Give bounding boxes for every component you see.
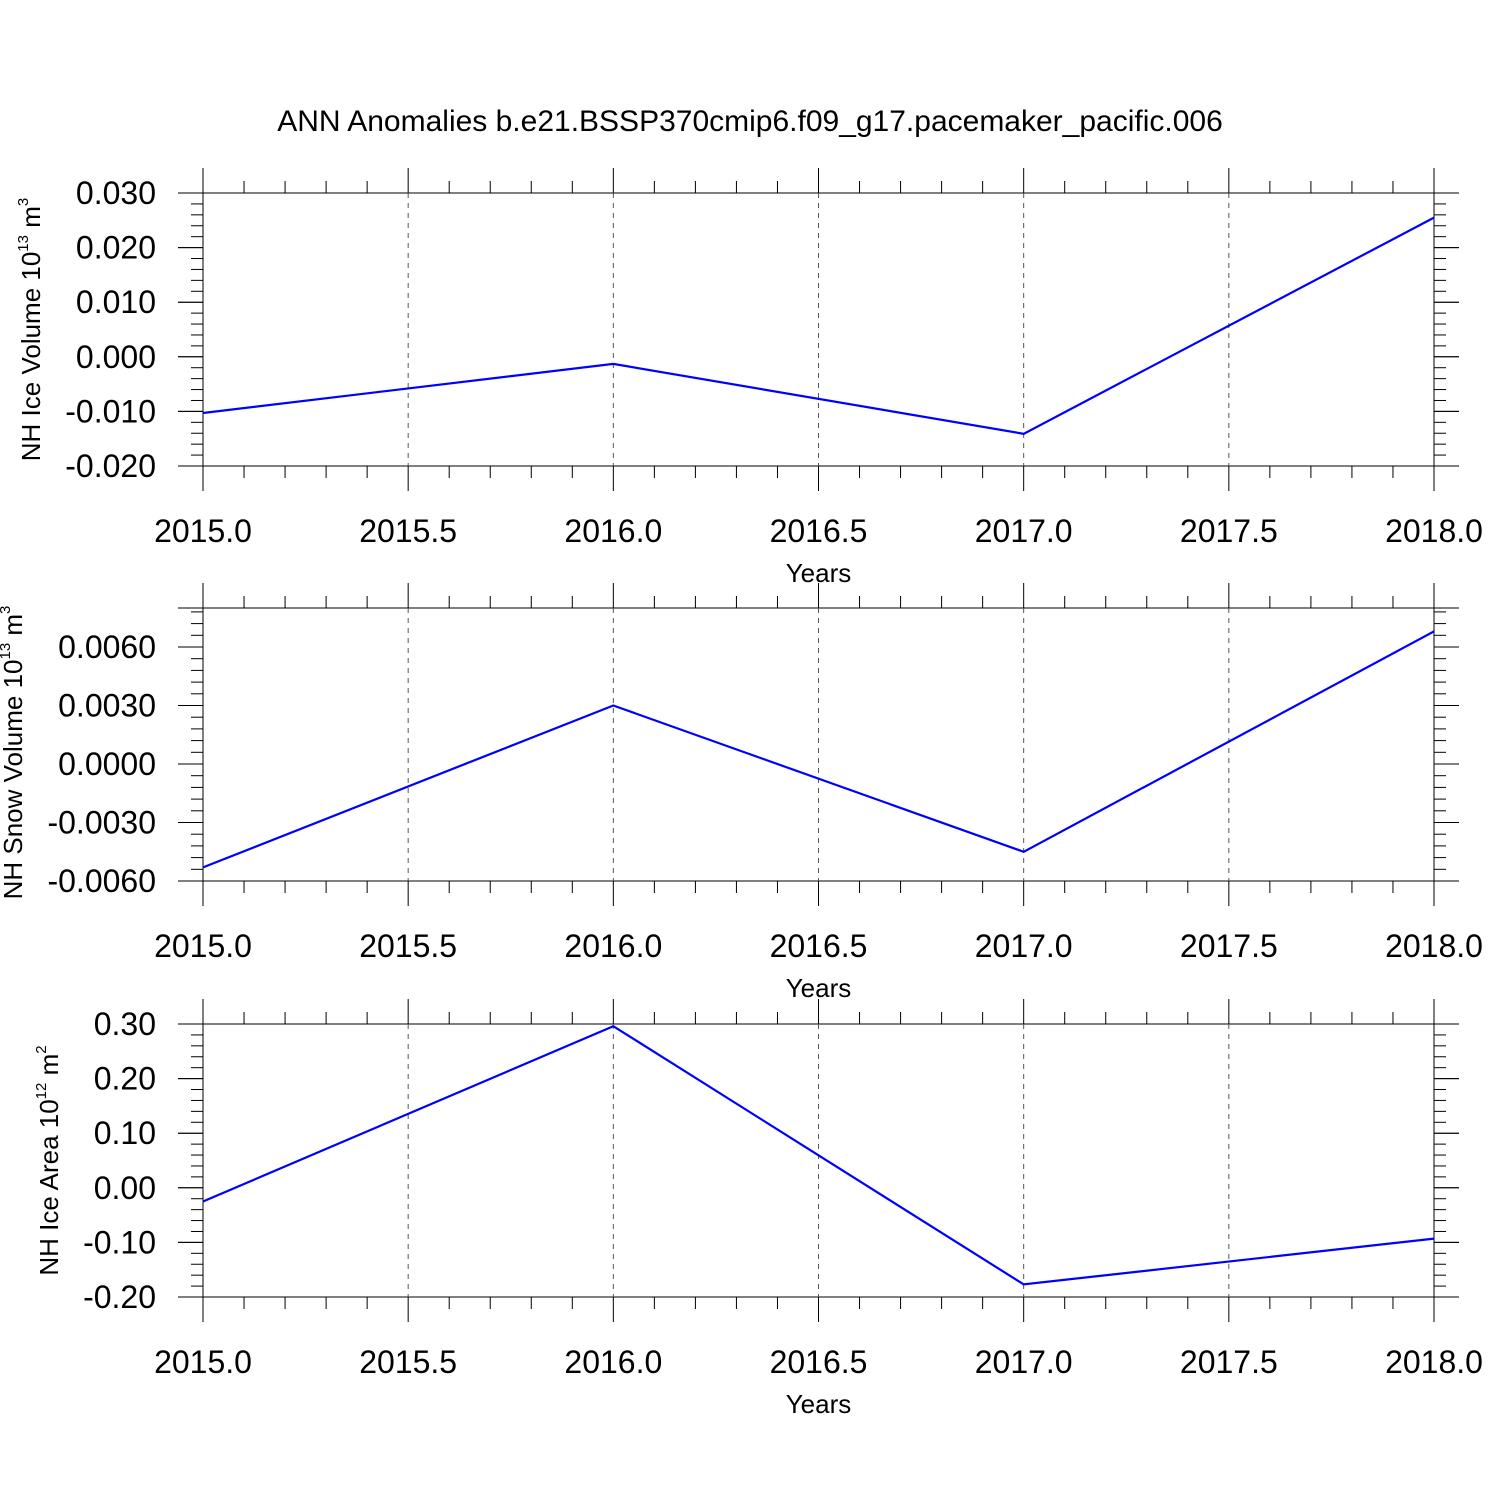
y-tick-label: 0.0000	[58, 746, 156, 782]
y-tick-label: 0.0060	[58, 629, 156, 665]
y-tick-label: 0.010	[76, 284, 156, 320]
y-tick-label: 0.000	[76, 339, 156, 375]
y-axis-label-main: NH Ice Area 10	[34, 1099, 64, 1275]
y-axis-label-unit-exponent: 3	[15, 198, 32, 206]
y-tick-label: 0.30	[94, 1006, 156, 1042]
x-tick-label: 2017.0	[975, 513, 1073, 549]
x-tick-label: 2017.5	[1180, 1344, 1278, 1380]
x-tick-label: 2016.0	[564, 1344, 662, 1380]
x-tick-label: 2015.5	[359, 1344, 457, 1380]
x-tick-label: 2015.0	[154, 928, 252, 964]
y-axis-label-unit: m	[16, 206, 46, 235]
y-tick-label: 0.0030	[58, 688, 156, 724]
x-tick-label: 2016.0	[564, 513, 662, 549]
y-axis-label-exponent: 13	[0, 643, 14, 660]
y-axis-label: NH Snow Volume 1013 m3	[0, 606, 28, 900]
x-tick-label: 2016.0	[564, 928, 662, 964]
y-tick-label: 0.020	[76, 230, 156, 266]
y-axis-label-unit-exponent: 3	[0, 606, 14, 614]
y-axis-label: NH Ice Area 1012 m2	[33, 1045, 64, 1275]
chart-title: ANN Anomalies b.e21.BSSP370cmip6.f09_g17…	[277, 105, 1223, 138]
y-axis-label-unit: m	[0, 614, 28, 643]
y-tick-label: -0.010	[65, 393, 156, 429]
y-tick-label: 0.20	[94, 1061, 156, 1097]
y-tick-label: 0.00	[94, 1170, 156, 1206]
y-axis-label-main: NH Ice Volume 10	[16, 252, 46, 462]
x-tick-label: 2016.5	[770, 1344, 868, 1380]
y-axis-label-main: NH Snow Volume 10	[0, 660, 28, 900]
x-tick-label: 2017.5	[1180, 928, 1278, 964]
x-tick-label: 2017.0	[975, 928, 1073, 964]
y-tick-label: 0.030	[76, 175, 156, 211]
y-axis-label-unit-exponent: 2	[33, 1045, 50, 1053]
x-tick-label: 2017.0	[975, 1344, 1073, 1380]
chart-panel-3: 0.30 0.20 0.10 0.00 -0.10 -0.20 2015.0 2015.5 20…	[33, 999, 1483, 1419]
x-tick-label: 2015.5	[359, 513, 457, 549]
chart-panel-1: 0.030 0.020 0.010 0.000 -0.010 -0.020 2015.0 20…	[15, 168, 1483, 588]
x-tick-label: 2016.5	[770, 928, 868, 964]
y-tick-label: -0.20	[83, 1279, 156, 1315]
y-tick-label: -0.0060	[47, 863, 156, 899]
y-tick-label: -0.0030	[47, 805, 156, 841]
x-tick-label: 2017.5	[1180, 513, 1278, 549]
x-axis-label: Years	[786, 1389, 852, 1419]
x-tick-label: 2015.5	[359, 928, 457, 964]
y-axis-label-exponent: 13	[15, 235, 32, 252]
y-axis-label-exponent: 12	[33, 1083, 50, 1100]
y-axis-label-unit: m	[34, 1054, 64, 1083]
x-tick-label: 2018.0	[1385, 513, 1483, 549]
x-axis-label: Years	[786, 973, 852, 1003]
y-tick-label: 0.10	[94, 1115, 156, 1151]
x-tick-label: 2018.0	[1385, 1344, 1483, 1380]
y-tick-label: -0.10	[83, 1224, 156, 1260]
x-tick-label: 2016.5	[770, 513, 868, 549]
x-tick-label: 2015.0	[154, 513, 252, 549]
chart-panel-2: 0.0060 0.0030 0.0000 -0.0030 -0.0060 2015.0 20…	[0, 583, 1483, 1003]
y-tick-label: -0.020	[65, 448, 156, 484]
y-axis-label: NH Ice Volume 1013 m3	[15, 198, 46, 461]
x-tick-label: 2018.0	[1385, 928, 1483, 964]
x-tick-label: 2015.0	[154, 1344, 252, 1380]
